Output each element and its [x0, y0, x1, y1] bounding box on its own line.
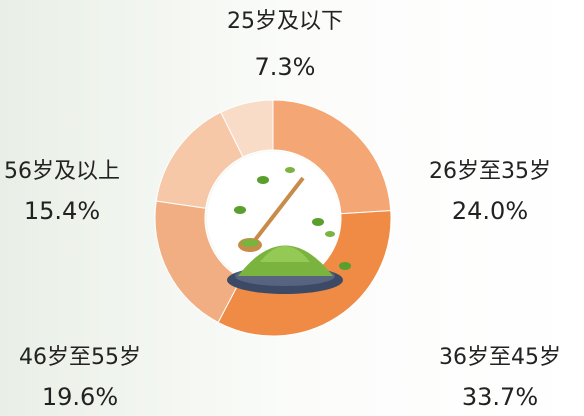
value-label: 19.6%	[42, 383, 118, 411]
value-label: 24.0%	[452, 197, 528, 225]
category-label: 46岁至55岁	[19, 345, 141, 370]
category-label: 56岁及以上	[4, 159, 120, 184]
value-label: 7.3%	[255, 53, 316, 81]
slice	[217, 210, 392, 337]
slice	[155, 111, 244, 209]
value-label: 33.7%	[462, 383, 538, 411]
center-icon	[207, 152, 351, 294]
value-label: 15.4%	[24, 197, 100, 225]
category-label: 25岁及以下	[227, 9, 343, 34]
slice	[272, 99, 392, 215]
category-label: 26岁至35岁	[429, 159, 551, 184]
category-label: 36岁至45岁	[439, 345, 561, 370]
